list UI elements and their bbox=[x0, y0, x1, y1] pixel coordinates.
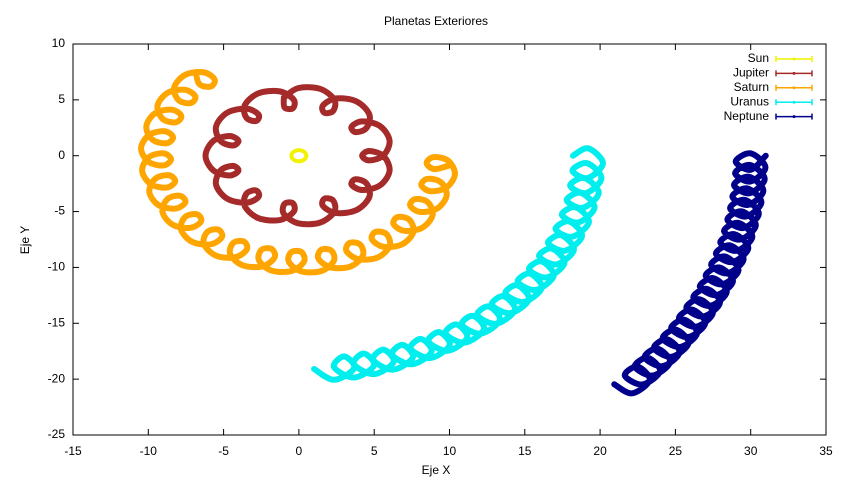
legend-swatch-dot bbox=[792, 100, 796, 104]
y-tick-label: -20 bbox=[48, 371, 66, 385]
x-tick-label: 10 bbox=[443, 444, 457, 458]
legend-label: Sun bbox=[748, 51, 769, 65]
y-tick-label: 10 bbox=[52, 36, 66, 50]
legend-label: Neptune bbox=[724, 109, 770, 123]
legend-swatch-dot bbox=[792, 115, 796, 119]
x-tick-label: 5 bbox=[371, 444, 378, 458]
series-line bbox=[311, 145, 606, 383]
y-tick-label: -15 bbox=[48, 315, 66, 329]
x-axis-label: Eje X bbox=[422, 463, 451, 477]
y-tick-label: -25 bbox=[48, 427, 66, 441]
plot-area bbox=[138, 69, 769, 397]
series-line bbox=[289, 148, 309, 164]
series-line bbox=[202, 84, 393, 228]
legend-swatch-dot bbox=[792, 86, 796, 90]
legend-label: Saturn bbox=[734, 80, 769, 94]
x-tick-label: 25 bbox=[669, 444, 683, 458]
legend-label: Jupiter bbox=[733, 66, 769, 80]
x-tick-label: -15 bbox=[64, 444, 82, 458]
y-tick-label: -5 bbox=[54, 204, 65, 218]
series-line bbox=[138, 69, 458, 276]
x-tick-label: 35 bbox=[819, 444, 833, 458]
legend-swatch-dot bbox=[792, 71, 796, 75]
x-tick-label: 30 bbox=[744, 444, 758, 458]
legend-label: Uranus bbox=[730, 94, 769, 108]
x-tick-label: -10 bbox=[140, 444, 158, 458]
series-line bbox=[611, 150, 769, 397]
x-tick-label: 20 bbox=[593, 444, 607, 458]
y-tick-label: 5 bbox=[58, 92, 65, 106]
x-tick-label: -5 bbox=[218, 444, 229, 458]
x-tick-label: 15 bbox=[518, 444, 532, 458]
legend-swatch-dot bbox=[792, 57, 796, 61]
y-tick-label: 0 bbox=[58, 148, 65, 162]
y-tick-label: -10 bbox=[48, 260, 66, 274]
y-axis-label: Eje Y bbox=[18, 226, 32, 254]
chart-title: Planetas Exteriores bbox=[384, 14, 488, 28]
x-tick-label: 0 bbox=[296, 444, 303, 458]
